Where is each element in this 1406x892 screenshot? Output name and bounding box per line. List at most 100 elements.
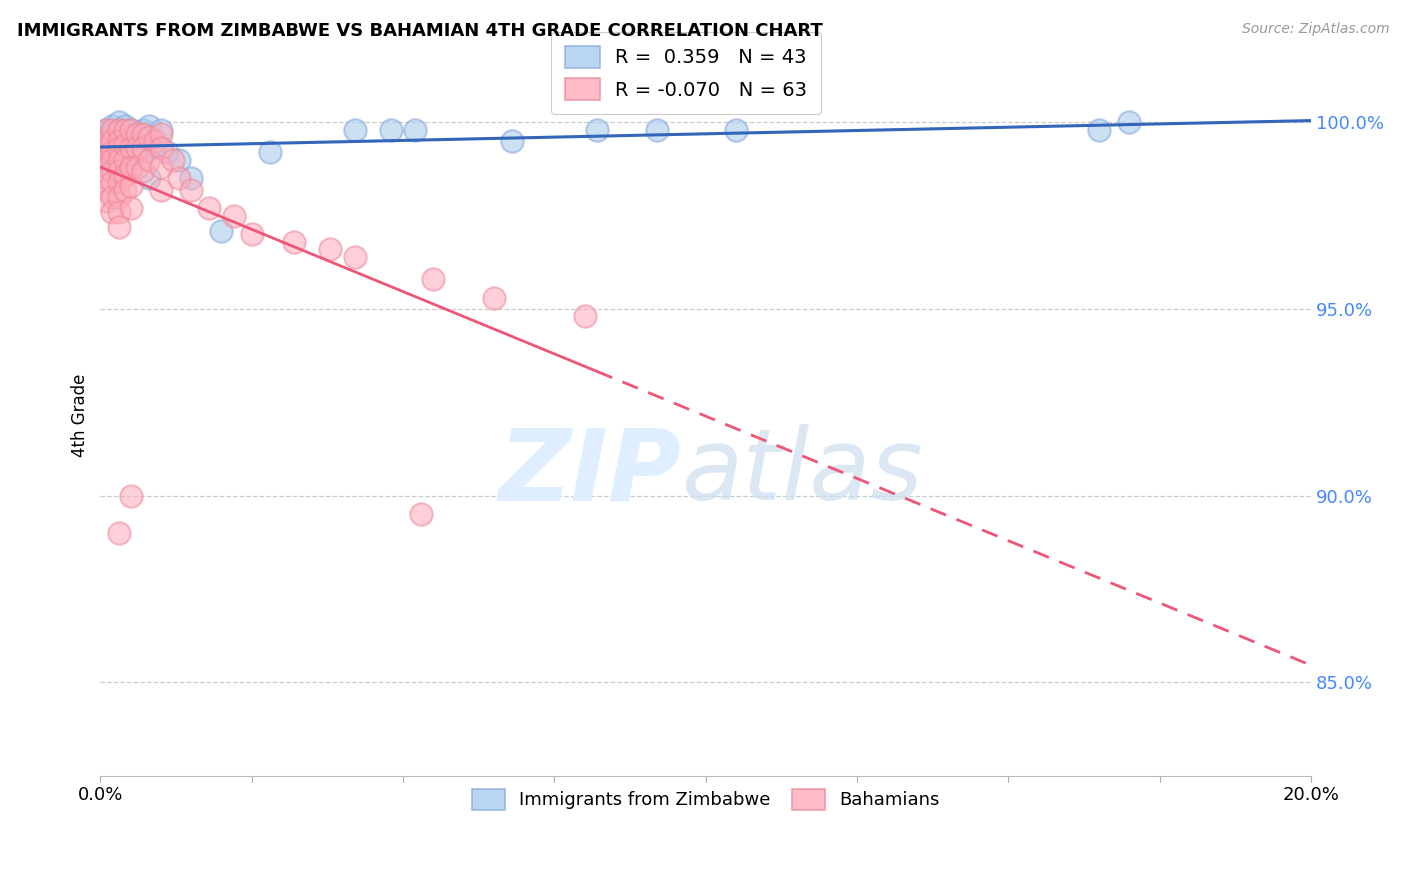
- Point: [149, 160, 172, 174]
- Point: [120, 141, 142, 155]
- Point: [125, 141, 148, 155]
- Point: [101, 127, 124, 141]
- Point: [114, 137, 136, 152]
- Point: [114, 168, 136, 182]
- Point: [101, 175, 124, 189]
- Point: [149, 182, 172, 196]
- Point: [156, 145, 179, 160]
- Point: [138, 119, 160, 133]
- Point: [1088, 123, 1111, 137]
- Point: [107, 160, 129, 174]
- Point: [107, 141, 129, 155]
- Point: [107, 190, 129, 204]
- Point: [101, 119, 124, 133]
- Point: [120, 123, 142, 137]
- Point: [343, 250, 366, 264]
- Point: [114, 182, 136, 196]
- Point: [101, 164, 124, 178]
- Point: [149, 127, 172, 141]
- Point: [132, 123, 155, 137]
- Point: [143, 134, 166, 148]
- Text: atlas: atlas: [682, 425, 924, 522]
- Point: [107, 219, 129, 234]
- Point: [120, 160, 142, 174]
- Point: [501, 134, 523, 148]
- Point: [101, 123, 124, 137]
- Point: [101, 137, 124, 152]
- Point: [259, 145, 281, 160]
- Point: [343, 123, 366, 137]
- Point: [120, 130, 142, 145]
- Point: [167, 153, 190, 167]
- Point: [1118, 115, 1140, 129]
- Point: [107, 134, 129, 148]
- Point: [107, 127, 129, 141]
- Point: [724, 123, 747, 137]
- Point: [422, 272, 444, 286]
- Point: [107, 153, 129, 167]
- Point: [107, 134, 129, 148]
- Point: [107, 175, 129, 189]
- Point: [96, 160, 118, 174]
- Point: [404, 123, 426, 137]
- Point: [149, 123, 172, 137]
- Point: [114, 119, 136, 133]
- Point: [96, 123, 118, 137]
- Point: [114, 134, 136, 148]
- Point: [283, 235, 305, 249]
- Point: [107, 205, 129, 219]
- Point: [167, 171, 190, 186]
- Point: [107, 164, 129, 178]
- Point: [96, 134, 118, 148]
- Point: [120, 201, 142, 215]
- Point: [114, 153, 136, 167]
- Point: [138, 171, 160, 186]
- Point: [101, 134, 124, 148]
- Point: [132, 127, 155, 141]
- Point: [96, 182, 118, 196]
- Point: [482, 291, 505, 305]
- Point: [101, 145, 124, 160]
- Point: [114, 160, 136, 174]
- Point: [107, 123, 129, 137]
- Point: [180, 182, 202, 196]
- Point: [120, 178, 142, 193]
- Point: [585, 123, 607, 137]
- Point: [96, 123, 118, 137]
- Point: [319, 242, 342, 256]
- Point: [107, 153, 129, 167]
- Text: IMMIGRANTS FROM ZIMBABWE VS BAHAMIAN 4TH GRADE CORRELATION CHART: IMMIGRANTS FROM ZIMBABWE VS BAHAMIAN 4TH…: [17, 22, 823, 40]
- Point: [180, 171, 202, 186]
- Point: [96, 141, 118, 155]
- Point: [96, 153, 118, 167]
- Point: [101, 153, 124, 167]
- Point: [107, 123, 129, 137]
- Point: [101, 145, 124, 160]
- Point: [107, 525, 129, 540]
- Point: [107, 141, 129, 155]
- Point: [132, 141, 155, 155]
- Point: [125, 127, 148, 141]
- Point: [101, 190, 124, 204]
- Point: [380, 123, 402, 137]
- Point: [574, 310, 596, 324]
- Point: [138, 153, 160, 167]
- Point: [143, 137, 166, 152]
- Point: [96, 141, 118, 155]
- Point: [101, 205, 124, 219]
- Point: [149, 141, 172, 155]
- Point: [101, 153, 124, 167]
- Point: [138, 130, 160, 145]
- Point: [96, 171, 118, 186]
- Point: [198, 201, 221, 215]
- Point: [240, 227, 263, 242]
- Point: [125, 137, 148, 152]
- Point: [125, 127, 148, 141]
- Point: [222, 209, 245, 223]
- Y-axis label: 4th Grade: 4th Grade: [72, 374, 89, 457]
- Text: Source: ZipAtlas.com: Source: ZipAtlas.com: [1241, 22, 1389, 37]
- Point: [96, 130, 118, 145]
- Point: [132, 145, 155, 160]
- Point: [209, 223, 232, 237]
- Legend: Immigrants from Zimbabwe, Bahamians: Immigrants from Zimbabwe, Bahamians: [465, 781, 946, 817]
